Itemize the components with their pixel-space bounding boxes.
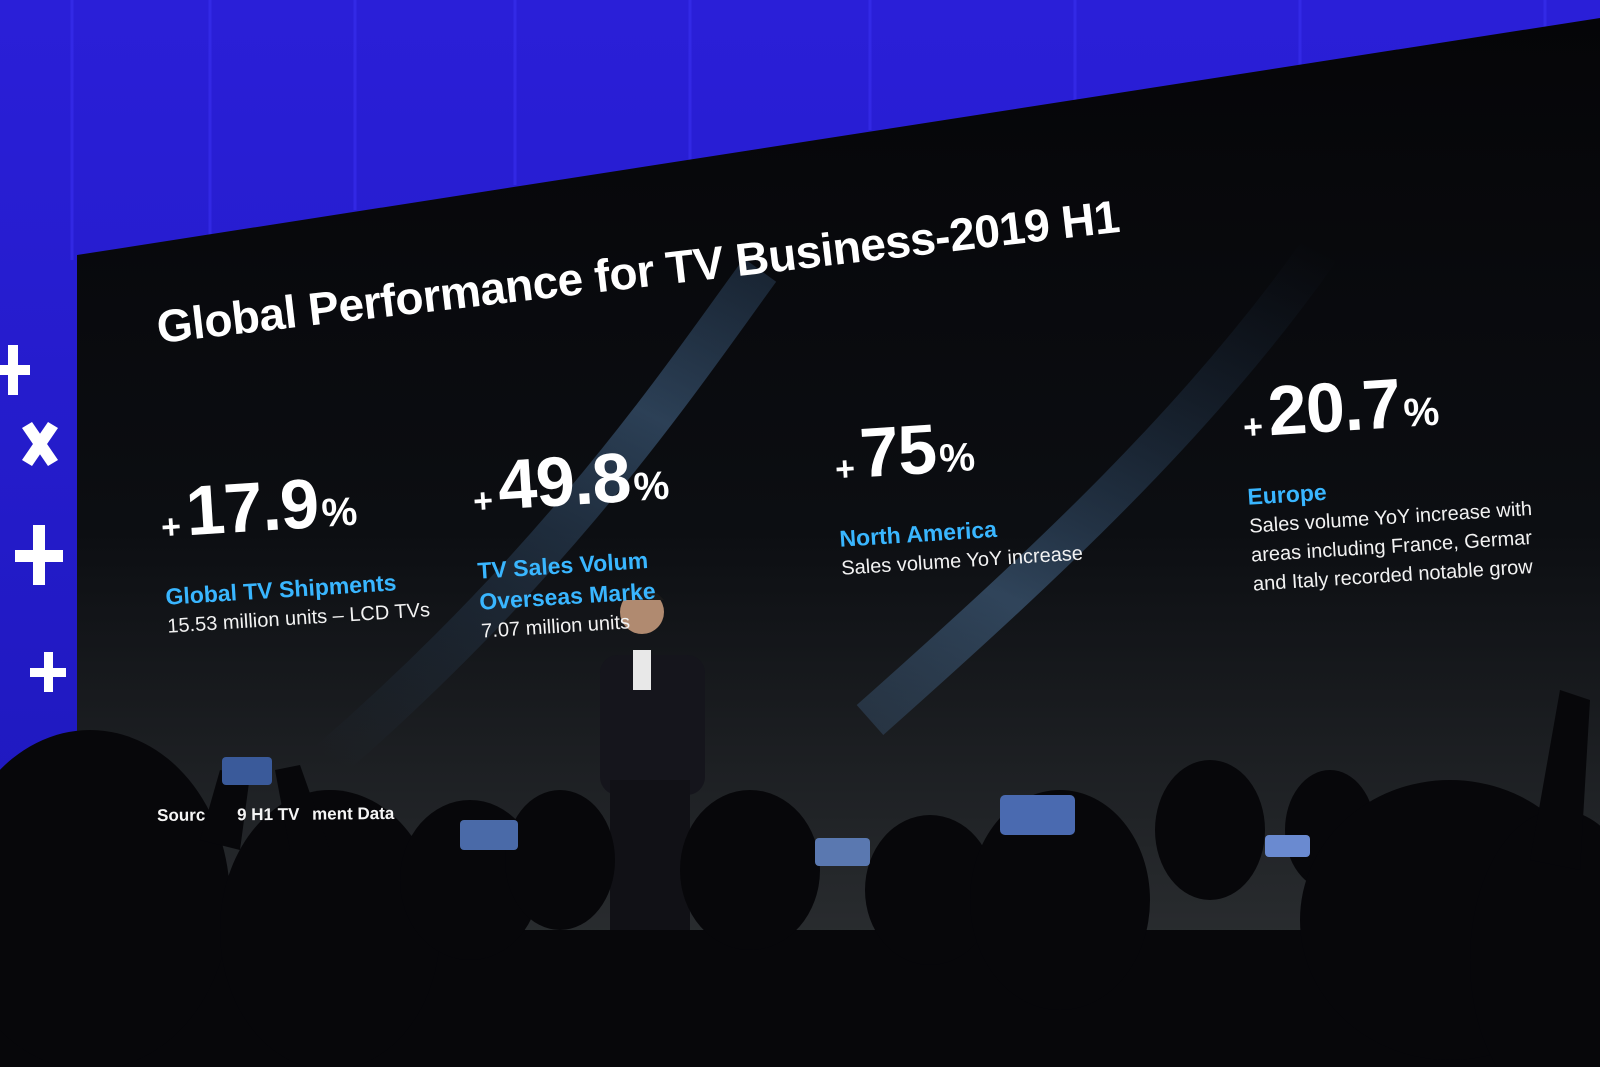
stat-figure: +17.9% [158, 461, 425, 551]
screen-wave [316, 238, 1337, 776]
stat-figure: +49.8% [470, 438, 671, 525]
source-fragment: 9 H1 TV [236, 804, 300, 825]
stat-value: 75 [857, 409, 939, 493]
stat-figure: +20.7% [1240, 360, 1527, 451]
source-fragment: ment Data [311, 803, 395, 824]
stat-value: 49.8 [495, 438, 633, 525]
phone-screens [222, 757, 1310, 866]
source-fragment: Sourc [157, 805, 206, 825]
led-screen [77, 18, 1600, 950]
stat-sign: + [833, 449, 857, 489]
presenter-hair [620, 587, 664, 600]
stat-block: +49.8% TV Sales Volum Overseas Marke 7.07 m… [470, 438, 679, 647]
stat-sign: + [1241, 407, 1265, 447]
presenter-legs [610, 780, 690, 930]
stat-block: +75% North America Sales volume YoY increa… [832, 405, 1084, 584]
stat-unit: % [938, 435, 977, 482]
stat-figure: +75% [832, 405, 1078, 493]
presenter-shirt [633, 650, 651, 690]
stat-unit: % [632, 463, 671, 510]
stat-value: 20.7 [1265, 364, 1403, 451]
stat-block: +20.7% Europe Sales volume YoY increase wi… [1240, 360, 1537, 599]
presenter-body [600, 655, 705, 795]
stat-block: +17.9% Global TV Shipments 15.53 million u… [158, 461, 431, 641]
stat-unit: % [1402, 389, 1441, 436]
stat-sign: + [471, 481, 495, 521]
side-symbols [0, 345, 66, 692]
stat-sign: + [159, 507, 183, 547]
presenter-head [620, 590, 664, 634]
wall-panels [70, 0, 1547, 260]
stat-value: 17.9 [183, 464, 321, 551]
stat-unit: % [320, 489, 359, 536]
